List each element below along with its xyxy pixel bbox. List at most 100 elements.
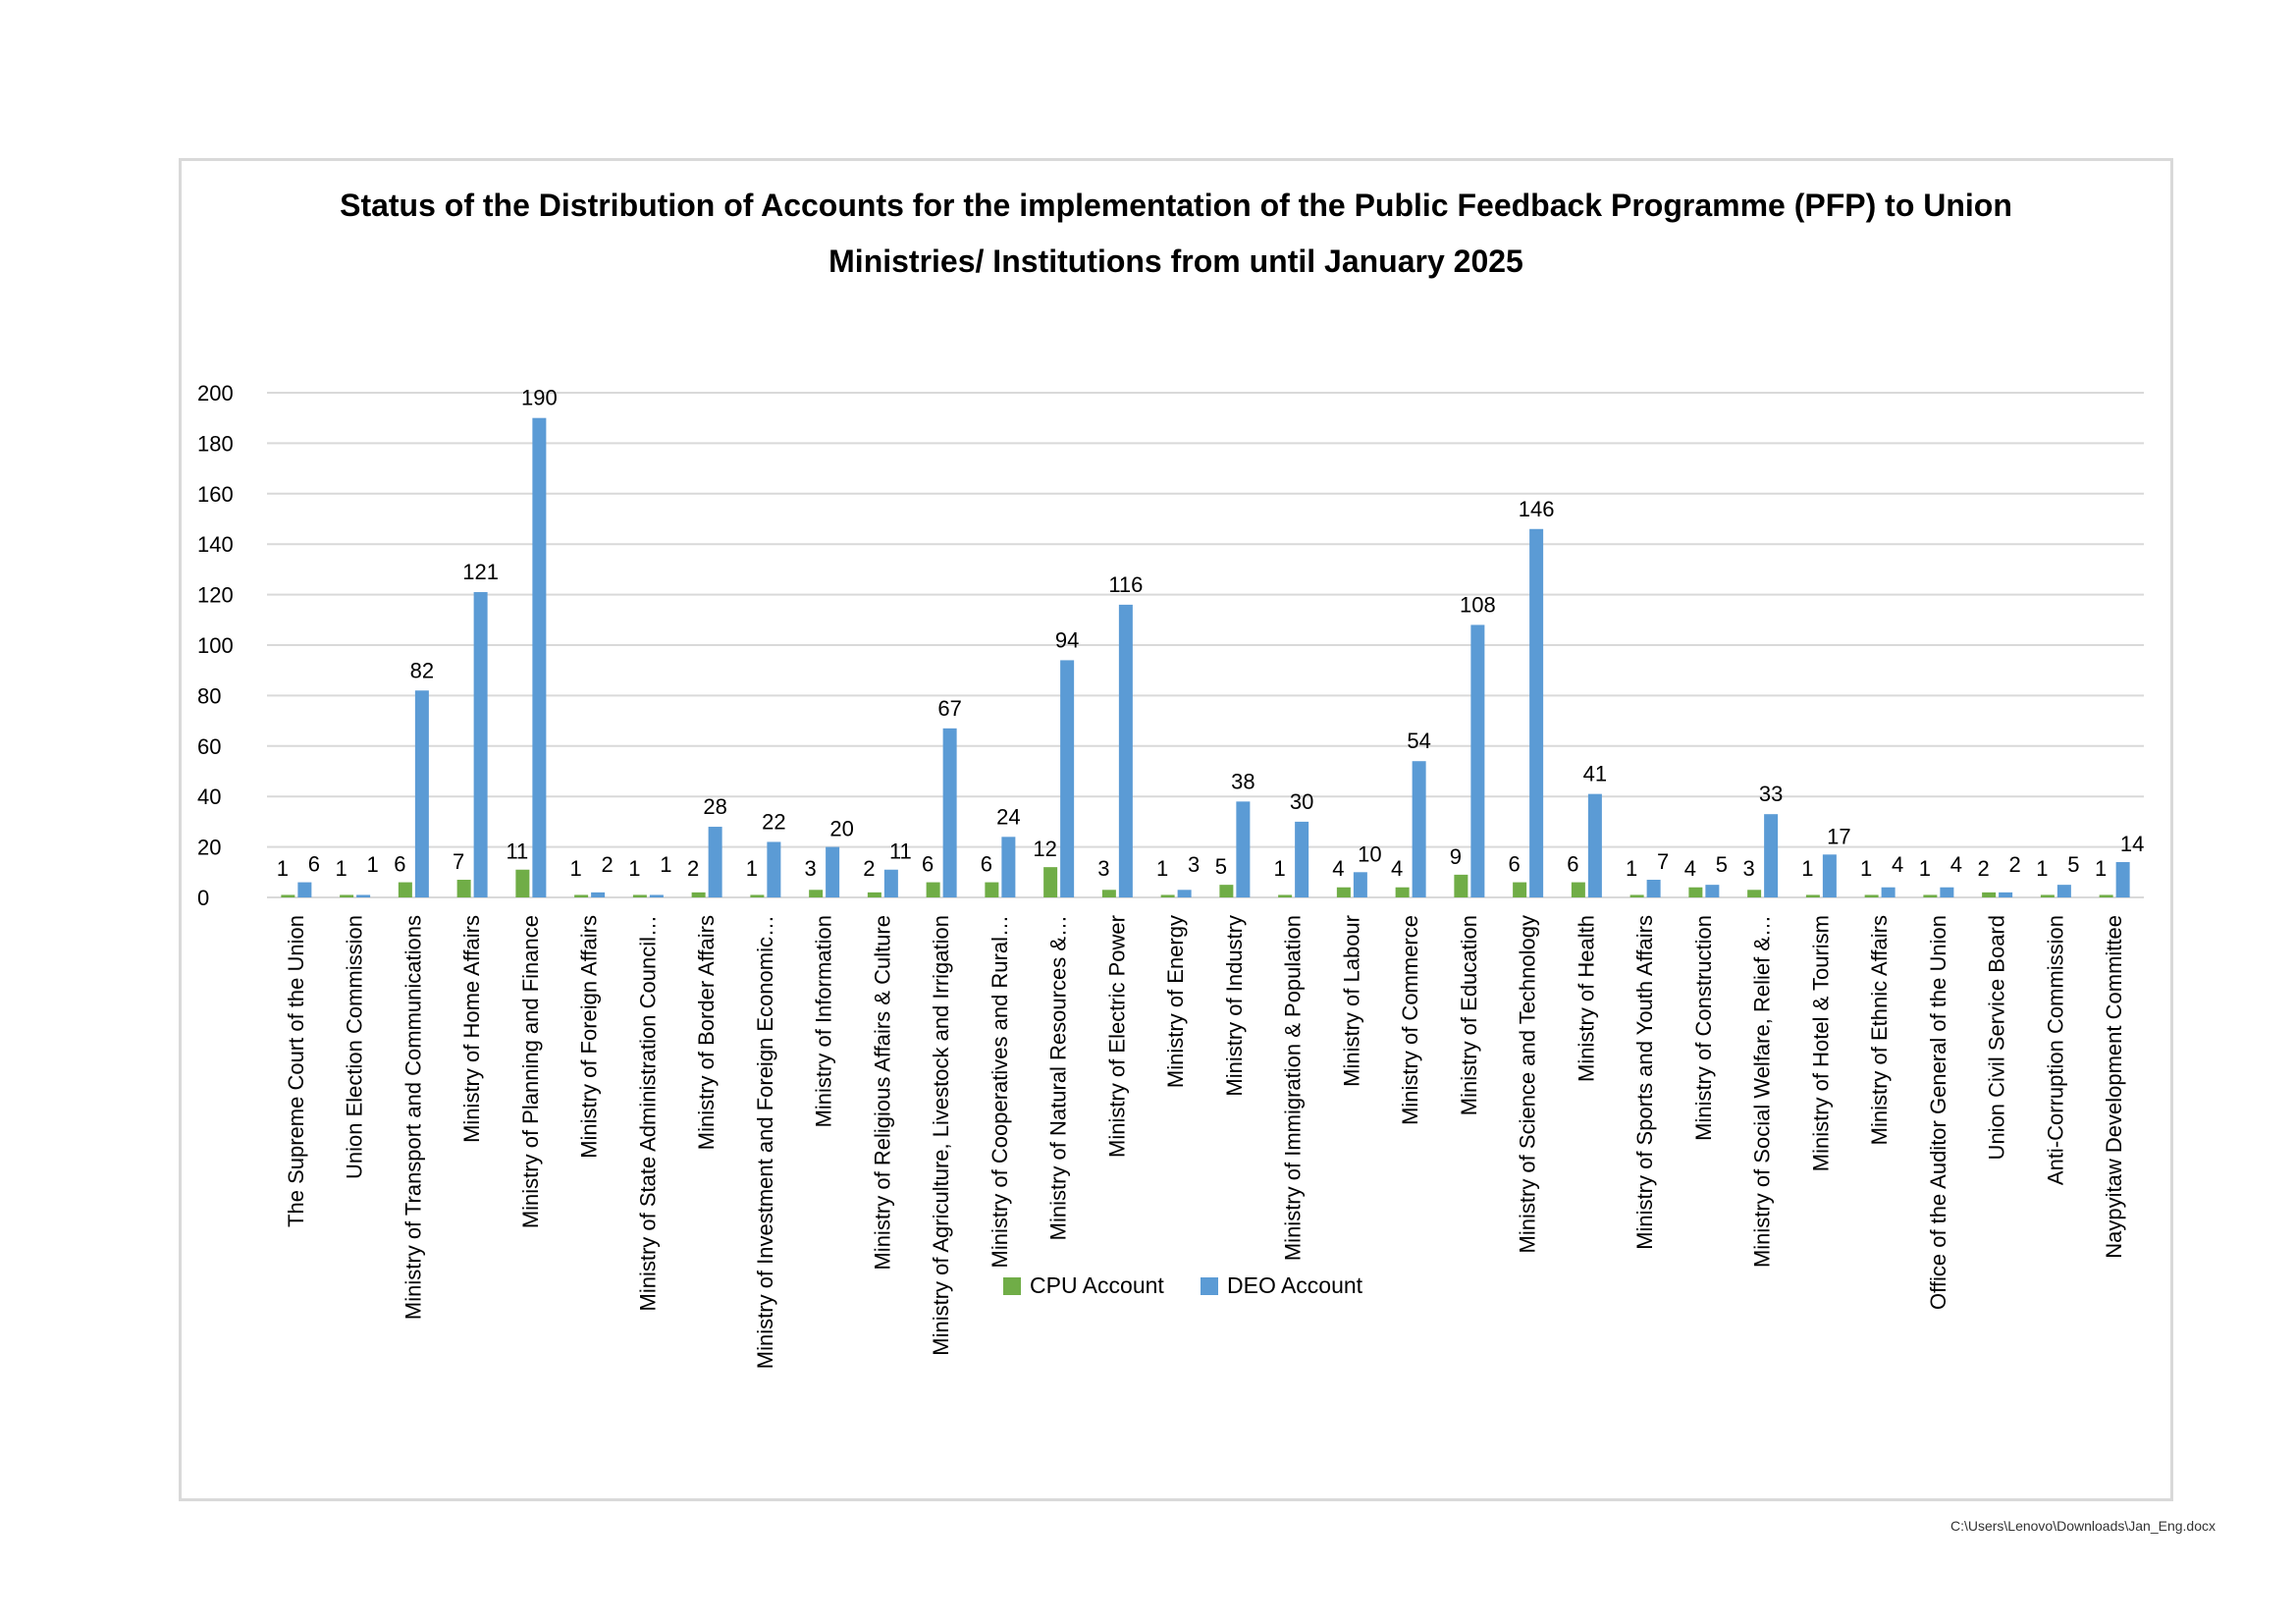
bar-deo-account (1764, 814, 1779, 897)
data-label-cpu: 1 (277, 856, 289, 881)
bar-cpu-account (867, 892, 881, 897)
data-label-cpu: 1 (746, 856, 758, 881)
bar-deo-account (1940, 887, 1954, 897)
data-label-cpu: 1 (628, 856, 640, 881)
y-tick-label: 120 (197, 583, 234, 608)
bar-cpu-account (1571, 882, 1585, 897)
category-label: Union Election Commission (343, 915, 367, 1179)
data-label-cpu: 1 (336, 856, 347, 881)
bar-deo-account (767, 841, 781, 897)
data-label-deo: 67 (937, 696, 961, 721)
bar-deo-account (1587, 793, 1602, 897)
category-label: Ministry of Construction (1691, 915, 1716, 1141)
bar-cpu-account (632, 894, 647, 897)
data-label-deo: 20 (829, 817, 853, 841)
bar-cpu-account (1278, 894, 1293, 897)
category-label: Ministry of Commerce (1398, 915, 1422, 1125)
bar-deo-account (1295, 821, 1309, 897)
data-label-deo: 82 (410, 658, 434, 682)
data-label-deo: 6 (308, 852, 320, 877)
data-label-deo: 5 (2067, 852, 2079, 877)
data-label-cpu: 1 (2095, 856, 2107, 881)
bar-cpu-account (1454, 874, 1468, 897)
data-label-deo: 5 (1716, 852, 1728, 877)
bar-deo-account (1881, 887, 1896, 897)
chart-canvas: Status of the Distribution of Accounts f… (197, 188, 2144, 1369)
data-label-cpu: 1 (1274, 856, 1286, 881)
bar-deo-account (1999, 892, 2013, 897)
data-label-deo: 116 (1108, 572, 1143, 597)
category-label: Ministry of Ethnic Affairs (1867, 915, 1892, 1145)
bars (281, 417, 2130, 897)
category-label: The Supreme Court of the Union (284, 915, 308, 1227)
bar-cpu-account (809, 890, 824, 897)
bar-cpu-account (1688, 887, 1703, 897)
data-label-deo: 146 (1519, 497, 1555, 521)
bar-cpu-account (1101, 890, 1116, 897)
category-label: Ministry of Cooperatives and Rural… (988, 915, 1012, 1268)
y-axis-ticks: 0 20 40 60 80 100 120 140 160 180 200 (197, 381, 234, 910)
data-label-cpu: 1 (1860, 856, 1872, 881)
bar-deo-account (826, 846, 840, 897)
category-label: Ministry of Science and Technology (1516, 915, 1540, 1253)
data-label-cpu: 4 (1332, 856, 1344, 881)
bar-deo-account (473, 592, 488, 897)
data-label-cpu: 6 (394, 852, 405, 877)
category-label: Ministry of Labour (1339, 915, 1363, 1087)
bar-cpu-account (456, 880, 471, 897)
chart-title-line-1: Status of the Distribution of Accounts f… (340, 188, 2012, 223)
gridlines (267, 392, 2144, 898)
category-label: Ministry of Information (812, 915, 836, 1127)
data-label-cpu: 1 (1626, 856, 1637, 881)
bar-cpu-account (1336, 887, 1351, 897)
bar-cpu-account (515, 869, 530, 897)
bar-cpu-account (1805, 894, 1820, 897)
bar-cpu-account (691, 892, 706, 897)
bar-deo-account (708, 827, 722, 897)
legend-label-cpu: CPU Account (1030, 1272, 1164, 1298)
category-label: Ministry of Electric Power (1104, 915, 1129, 1158)
bar-cpu-account (1747, 890, 1762, 897)
data-label-cpu: 3 (805, 856, 817, 881)
bar-deo-account (414, 690, 429, 897)
bar-cpu-account (985, 882, 999, 897)
legend-swatch-deo (1201, 1277, 1218, 1295)
data-label-cpu: 4 (1684, 856, 1696, 881)
bar-deo-account (1177, 890, 1192, 897)
data-label-cpu: 6 (922, 852, 934, 877)
bar-cpu-account (1982, 892, 1997, 897)
bar-deo-account (1705, 885, 1720, 897)
bar-cpu-account (398, 882, 412, 897)
data-label-deo: 4 (1892, 852, 1903, 877)
file-path-footer: C:\Users\Lenovo\Downloads\Jan_Eng.docx (1949, 1518, 2216, 1534)
data-label-cpu: 7 (453, 849, 464, 874)
data-label-cpu: 11 (506, 839, 528, 864)
category-label: Ministry of Foreign Affairs (577, 915, 602, 1159)
x-axis-categories: The Supreme Court of the Union Union Elec… (284, 915, 2126, 1369)
data-label-deo: 121 (462, 560, 499, 584)
bar-cpu-account (2040, 894, 2055, 897)
bar-deo-account (297, 882, 312, 897)
data-label-cpu: 1 (1801, 856, 1813, 881)
category-label: Ministry of Social Welfare, Relief &… (1750, 915, 1775, 1268)
bar-deo-account (356, 894, 371, 897)
category-label: Ministry of Border Affairs (694, 915, 719, 1150)
y-tick-label: 40 (197, 785, 221, 809)
y-tick-label: 0 (197, 886, 209, 910)
y-tick-label: 100 (197, 633, 234, 658)
legend: CPU Account DEO Account (1003, 1272, 1363, 1298)
category-label: Office of the Auditor General of the Uni… (1926, 915, 1950, 1310)
data-label-deo: 11 (889, 839, 912, 864)
bar-deo-account (532, 417, 547, 897)
category-label: Ministry of Health (1574, 915, 1598, 1082)
bar-deo-account (1646, 880, 1661, 897)
category-label: Ministry of Religious Affairs & Culture (870, 915, 894, 1271)
legend-swatch-cpu (1003, 1277, 1021, 1295)
y-tick-label: 200 (197, 381, 234, 406)
bar-cpu-account (1043, 867, 1058, 897)
data-label-deo: 1 (367, 852, 379, 877)
bar-deo-account (1470, 624, 1485, 897)
data-label-cpu: 5 (1215, 854, 1227, 879)
category-label: Ministry of Education (1457, 915, 1481, 1115)
data-label-deo: 108 (1460, 592, 1496, 617)
